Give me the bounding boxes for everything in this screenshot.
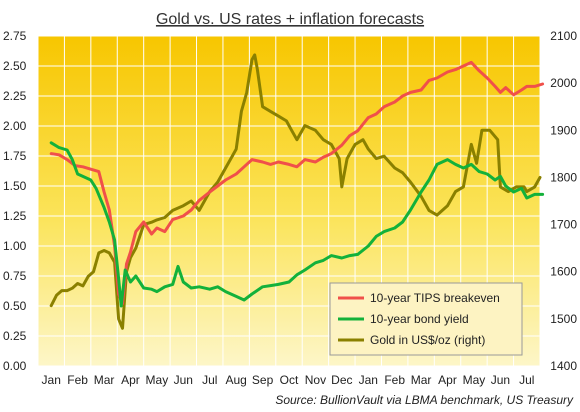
left-tick-label: 0.75 — [3, 269, 27, 283]
x-tick-label: Jul — [519, 373, 534, 387]
x-tick-label: Jul — [202, 373, 217, 387]
x-tick-label: Dec — [331, 373, 352, 387]
right-axis: 1400 1500 1600 1700 1800 1900 2000 2100 — [550, 29, 577, 373]
right-tick-label: 2100 — [550, 29, 577, 43]
left-axis: 0.00 0.25 0.50 0.75 1.00 1.25 1.50 1.75 2.00 2.25… — [3, 29, 27, 373]
left-tick-label: 2.75 — [3, 29, 27, 43]
x-tick-label: Jun — [491, 373, 510, 387]
series-lines — [49, 53, 545, 330]
left-tick-label: 1.25 — [3, 209, 27, 223]
left-tick-label: 0.50 — [3, 299, 27, 313]
right-tick-label: 1900 — [550, 123, 577, 137]
x-tick-label: Feb — [67, 373, 88, 387]
legend-label: 10-year TIPS breakeven — [370, 291, 500, 305]
right-tick-label: 1400 — [550, 359, 577, 373]
left-tick-label: 0.00 — [3, 359, 27, 373]
left-tick-label: 2.00 — [3, 119, 27, 133]
right-tick-label: 2000 — [550, 76, 577, 90]
x-tick-label: Feb — [384, 373, 405, 387]
x-tick-label: Apr — [438, 373, 457, 387]
x-tick-label: Jan — [42, 373, 61, 387]
right-tick-label: 1500 — [550, 312, 577, 326]
right-tick-label: 1800 — [550, 170, 577, 184]
legend-label: Gold in US$/oz (right) — [370, 333, 485, 347]
legend: 10-year TIPS breakeven 10-year bond yield… — [329, 282, 523, 356]
x-tick-label: May — [463, 373, 486, 387]
chart-title: Gold vs. US rates + inflation forecasts — [156, 11, 424, 28]
left-tick-label: 2.50 — [3, 59, 27, 73]
x-tick-label: Mar — [94, 373, 115, 387]
legend-label: 10-year bond yield — [370, 312, 469, 326]
series-line-1 — [49, 141, 545, 308]
x-tick-label: May — [146, 373, 169, 387]
x-tick-label: Aug — [225, 373, 246, 387]
left-tick-label: 0.25 — [3, 329, 27, 343]
x-tick-label: Nov — [305, 373, 326, 387]
x-tick-label: Oct — [280, 373, 299, 387]
left-tick-label: 2.25 — [3, 89, 27, 103]
right-tick-label: 1600 — [550, 265, 577, 279]
left-tick-label: 1.00 — [3, 239, 27, 253]
x-tick-label: Apr — [121, 373, 140, 387]
source-note: Source: BullionVault via LBMA benchmark,… — [275, 393, 574, 407]
left-tick-label: 1.50 — [3, 179, 27, 193]
x-tick-label: Jun — [174, 373, 193, 387]
right-tick-label: 1700 — [550, 218, 577, 232]
x-tick-label: Mar — [411, 373, 432, 387]
x-axis: Jan Feb Mar Apr May Jun Jul Aug Sep Oct Nov Dec Jan F… — [42, 373, 535, 387]
x-tick-label: Sep — [252, 373, 274, 387]
x-tick-label: Jan — [359, 373, 378, 387]
left-tick-label: 1.75 — [3, 149, 27, 163]
